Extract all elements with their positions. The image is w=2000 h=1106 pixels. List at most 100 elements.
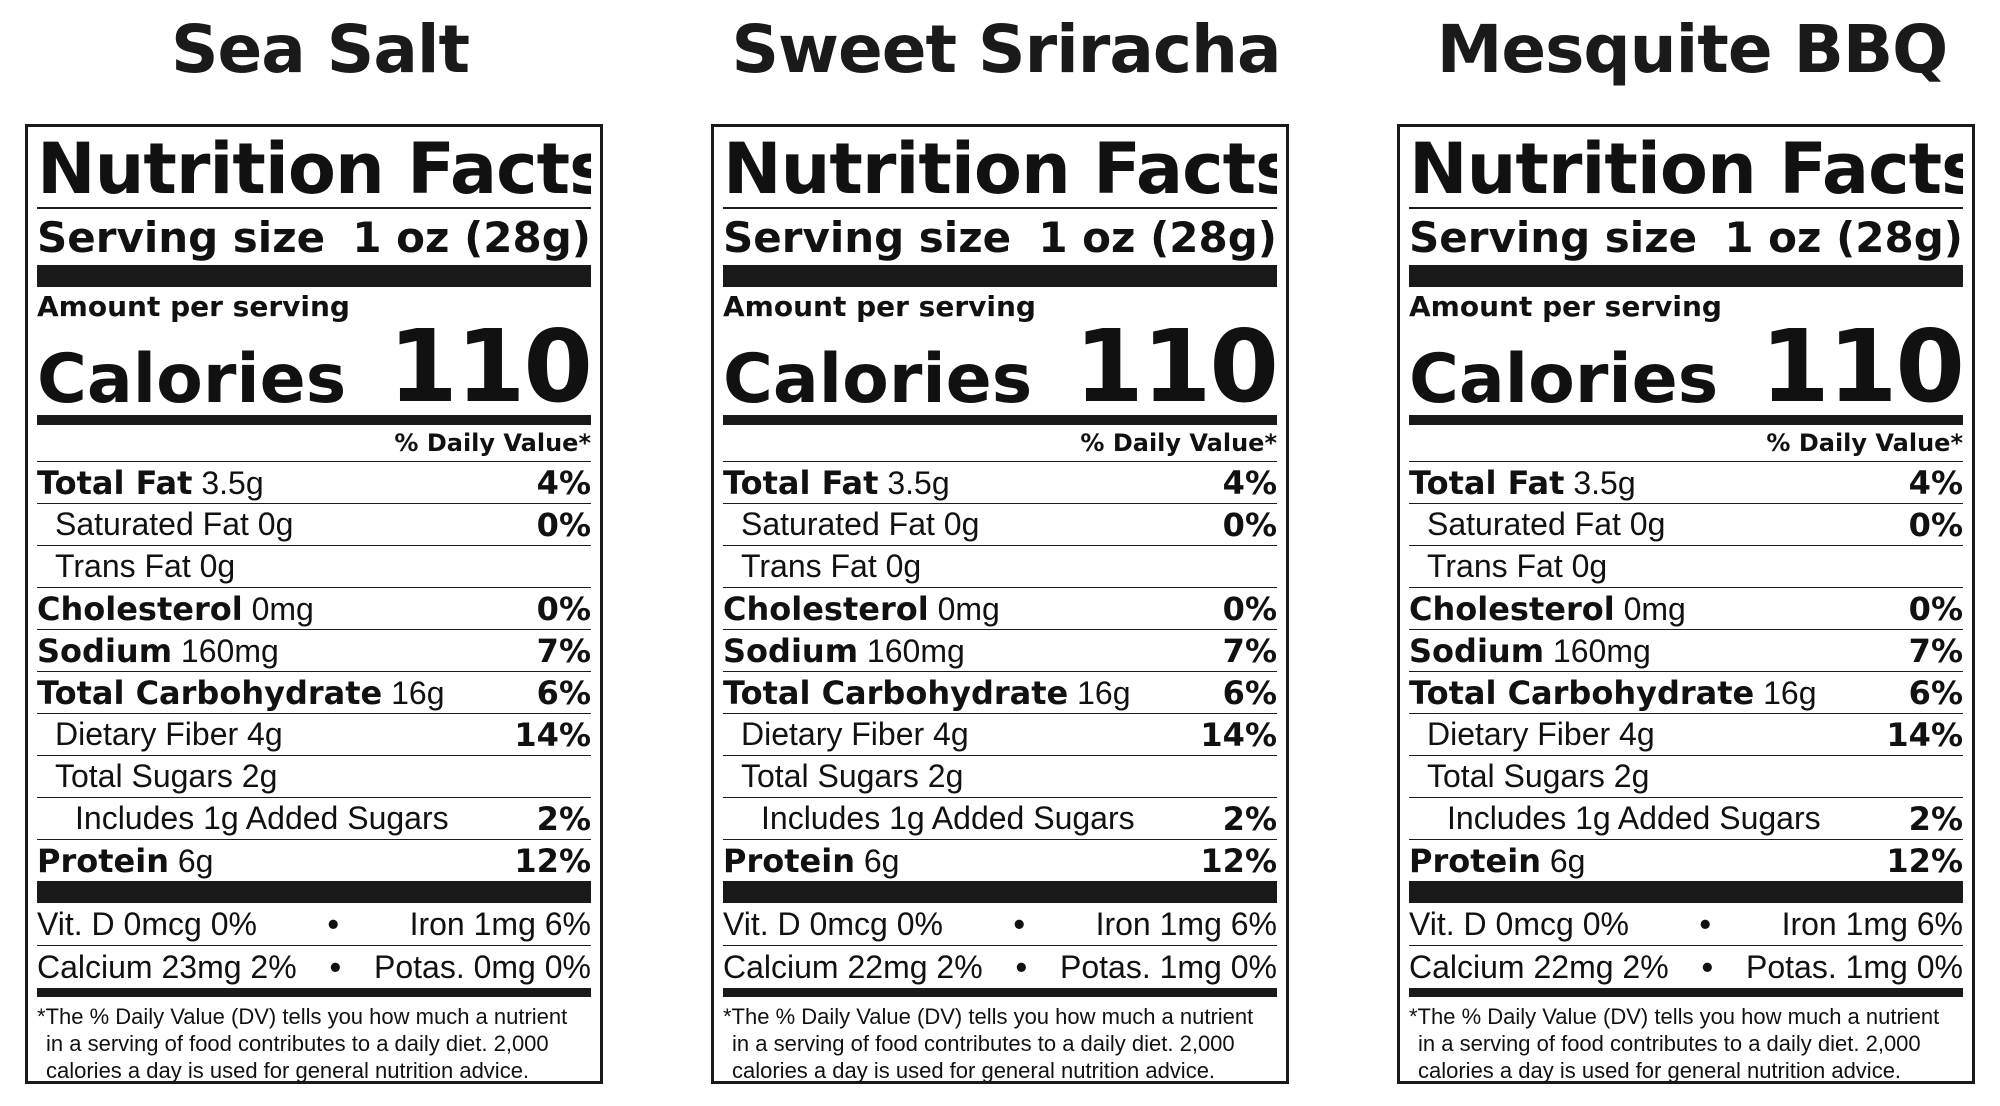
nutrient-daily-value: 14% (1886, 715, 1963, 754)
potassium-value: Potas. 1mg 0% (1059, 948, 1277, 985)
nutrient-row-protein: Protein 6g 12% (1409, 839, 1963, 881)
nutrient-daily-value: 4% (1222, 463, 1277, 502)
potassium-value: Potas. 1mg 0% (1745, 948, 1963, 985)
amount-per-serving: Amount per serving (723, 290, 1036, 323)
nutrition-facts-heading: Nutrition Facts (1409, 131, 1963, 207)
daily-value-footnote: *The % Daily Value (DV) tells you how mu… (723, 1003, 1277, 1084)
nutrient-label: Includes 1g Added Sugars (1447, 800, 1821, 836)
nutrient-label: Sodium (1409, 631, 1545, 670)
bullet-separator: • (1699, 905, 1711, 942)
nutrient-row-trans-fat: Trans Fat 0g (37, 545, 591, 587)
calcium-value: Calcium 22mg 2% (1409, 948, 1669, 985)
thick-divider (1409, 881, 1963, 903)
nutrient-daily-value: 2% (536, 799, 591, 838)
thick-divider (723, 881, 1277, 903)
divider (1409, 945, 1963, 946)
potassium-value: Potas. 0mg 0% (373, 948, 591, 985)
nutrient-row-added-sugars: Includes 1g Added Sugars 2% (1409, 797, 1963, 839)
footnote-line: calories a day is used for general nutri… (46, 1058, 530, 1083)
nutrition-label: Nutrition Facts Serving size 1 oz (28g) … (25, 124, 603, 1084)
bullet-separator: • (329, 948, 341, 985)
amount-per-serving: Amount per serving (37, 290, 350, 323)
nutrient-daily-value: 4% (536, 463, 591, 502)
vitamin-row: Vit. D 0mcg 0% • Iron 1mg 6% (37, 903, 591, 945)
nutrient-label: Total Fat (37, 463, 193, 502)
nutrient-label: Cholesterol (1409, 589, 1615, 628)
nutrient-label: Saturated Fat 0g (741, 506, 980, 542)
thick-divider (1409, 265, 1963, 287)
divider (1409, 207, 1963, 209)
nutrient-row-total-fat: Total Fat 3.5g 4% (37, 461, 591, 503)
serving-size-row: Serving size 1 oz (28g) (37, 209, 591, 265)
calories-value: 110 (388, 308, 593, 425)
medium-divider (1409, 415, 1963, 425)
flavor-title: Sweet Sriracha (731, 11, 1282, 88)
vitamin-row: Vit. D 0mcg 0% • Iron 1mg 6% (723, 903, 1277, 945)
bullet-separator: • (1013, 905, 1025, 942)
nutrient-row-cholesterol: Cholesterol 0mg 0% (1409, 587, 1963, 629)
calories-label: Calories (1409, 340, 1719, 419)
nutrient-row-added-sugars: Includes 1g Added Sugars 2% (37, 797, 591, 839)
nutrient-row-cholesterol: Cholesterol 0mg 0% (37, 587, 591, 629)
nutrient-label: Trans Fat 0g (1427, 548, 1608, 584)
calories-row: Calories 110 (723, 317, 1279, 417)
divider (723, 945, 1277, 946)
nutrient-label: Total Carbohydrate (723, 673, 1069, 712)
nutrient-label: Total Sugars 2g (741, 758, 964, 794)
nutrient-amount: 0mg (1623, 590, 1686, 627)
nutrient-daily-value: 4% (1908, 463, 1963, 502)
mineral-row: Calcium 22mg 2% • Potas. 1mg 0% (1409, 946, 1963, 988)
nutrient-row-dietary-fiber: Dietary Fiber 4g 14% (723, 713, 1277, 755)
nutrient-row-sodium: Sodium 160mg 7% (37, 629, 591, 671)
iron-value: Iron 1mg 6% (1095, 905, 1277, 942)
nutrient-row-dietary-fiber: Dietary Fiber 4g 14% (1409, 713, 1963, 755)
nutrient-row-trans-fat: Trans Fat 0g (723, 545, 1277, 587)
nutrient-row-trans-fat: Trans Fat 0g (1409, 545, 1963, 587)
thick-divider (37, 265, 591, 287)
nutrient-amount: 6g (1549, 842, 1586, 879)
nutrient-label: Sodium (37, 631, 173, 670)
nutrient-row-total-sugars: Total Sugars 2g (1409, 755, 1963, 797)
nutrient-label: Total Fat (723, 463, 879, 502)
nutrition-facts-heading: Nutrition Facts (723, 131, 1277, 207)
nutrient-amount: 6g (177, 842, 214, 879)
nutrient-label: Dietary Fiber 4g (1427, 716, 1655, 752)
nutrient-row-saturated-fat: Saturated Fat 0g 0% (1409, 503, 1963, 545)
daily-value-header: % Daily Value* (394, 429, 591, 457)
nutrient-daily-value: 12% (514, 841, 591, 880)
daily-value-footnote: *The % Daily Value (DV) tells you how mu… (1409, 1003, 1963, 1084)
iron-value: Iron 1mg 6% (409, 905, 591, 942)
daily-value-header: % Daily Value* (1080, 429, 1277, 457)
serving-size-row: Serving size 1 oz (28g) (723, 209, 1277, 265)
nutrient-label: Trans Fat 0g (55, 548, 236, 584)
nutrient-label: Total Carbohydrate (37, 673, 383, 712)
nutrient-daily-value: 14% (514, 715, 591, 754)
nutrient-daily-value: 6% (1908, 673, 1963, 712)
nutrient-daily-value: 7% (1222, 631, 1277, 670)
nutrient-label: Saturated Fat 0g (1427, 506, 1666, 542)
divider (37, 207, 591, 209)
nutrient-daily-value: 2% (1222, 799, 1277, 838)
divider (37, 945, 591, 946)
footnote-line: in a serving of food contributes to a da… (46, 1031, 549, 1056)
footnote-line: *The % Daily Value (DV) tells you how mu… (723, 1004, 1254, 1029)
nutrient-daily-value: 0% (536, 505, 591, 544)
nutrient-amount: 0mg (937, 590, 1000, 627)
medium-divider (37, 988, 591, 997)
thick-divider (37, 881, 591, 903)
nutrient-daily-value: 0% (1908, 589, 1963, 628)
nutrient-daily-value: 0% (536, 589, 591, 628)
mineral-row: Calcium 23mg 2% • Potas. 0mg 0% (37, 946, 591, 988)
calories-row: Calories 110 (37, 317, 593, 417)
serving-size-label: Serving size (723, 212, 1012, 262)
serving-size-label: Serving size (37, 212, 326, 262)
nutrient-row-saturated-fat: Saturated Fat 0g 0% (723, 503, 1277, 545)
nutrition-label: Nutrition Facts Serving size 1 oz (28g) … (1397, 124, 1975, 1084)
nutrient-label: Includes 1g Added Sugars (75, 800, 449, 836)
nutrient-amount: 160mg (180, 632, 279, 669)
nutrient-amount: 0mg (251, 590, 314, 627)
serving-size-value: 1 oz (28g) (352, 212, 591, 262)
nutrition-label: Nutrition Facts Serving size 1 oz (28g) … (711, 124, 1289, 1084)
nutrient-row-total-fat: Total Fat 3.5g 4% (1409, 461, 1963, 503)
nutrient-row-protein: Protein 6g 12% (37, 839, 591, 881)
